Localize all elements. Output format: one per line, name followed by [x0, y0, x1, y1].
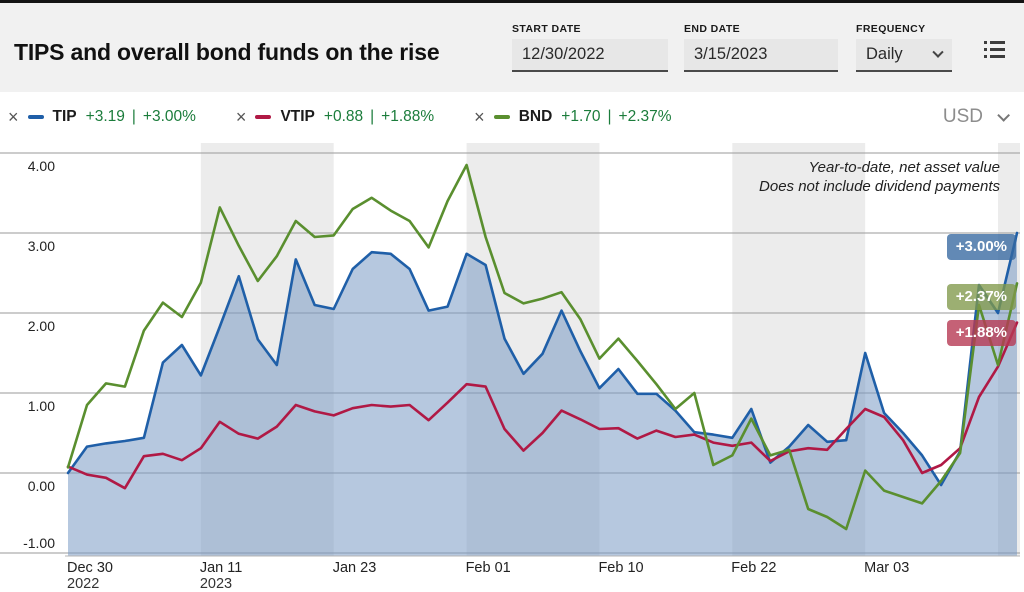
end-date-label: END DATE [684, 23, 741, 35]
end-date-group: END DATE [684, 23, 838, 72]
legend-bar: × TIP +3.19 | +3.00% × VTIP +0.88 | +1.8… [0, 92, 1024, 142]
change-value: +1.70 [561, 108, 601, 125]
pct-value: +3.00% [142, 108, 196, 125]
separator: | [607, 108, 612, 125]
x-tick-label: Dec 30 2022 [67, 560, 113, 592]
x-tick-label: Jan 11 2023 [199, 560, 243, 592]
tip-swatch-icon [27, 114, 44, 120]
header: TIPS and overall bond funds on the rise … [0, 0, 1024, 92]
separator: | [131, 108, 136, 125]
y-tick-label: 2.00 [27, 318, 55, 334]
x-tick-label: Jan 23 [332, 560, 377, 576]
end-date-input[interactable] [684, 39, 838, 72]
ticker-label[interactable]: BND [518, 108, 553, 125]
y-tick-label: 0.00 [27, 478, 55, 494]
remove-series-icon[interactable]: × [235, 107, 247, 127]
x-tick-label: Mar 03 [864, 560, 910, 576]
y-tick-label: -1.00 [23, 535, 55, 551]
start-date-input[interactable] [512, 39, 668, 72]
remove-series-icon[interactable]: × [8, 107, 19, 127]
chart-options-list-icon[interactable] [984, 41, 1008, 63]
remove-series-icon[interactable]: × [474, 107, 485, 127]
legend-item-tip: × TIP +3.19 | +3.00% [8, 108, 196, 126]
page-title: TIPS and overall bond funds on the rise [14, 39, 440, 65]
start-date-group: START DATE [512, 23, 668, 72]
frequency-select[interactable]: Daily [856, 39, 952, 72]
change-value: +0.88 [323, 108, 364, 125]
bnd-return-badge: +2.37% [946, 284, 1016, 310]
frequency-group: FREQUENCY Daily [856, 23, 952, 72]
vtip-swatch-icon [255, 114, 272, 120]
start-date-label: START DATE [512, 23, 581, 35]
pct-value: +2.37% [618, 108, 672, 125]
bnd-swatch-icon [493, 114, 510, 120]
ticker-label[interactable]: VTIP [280, 108, 315, 125]
frequency-value: Daily [866, 45, 903, 63]
currency-select[interactable]: USD [942, 106, 1010, 128]
y-tick-label: 1.00 [27, 398, 55, 414]
currency-value: USD [942, 106, 983, 127]
frequency-label: FREQUENCY [856, 23, 926, 35]
pct-value: +1.88% [381, 108, 435, 125]
change-value: +3.19 [85, 108, 125, 125]
vtip-return-badge: +1.88% [946, 320, 1016, 347]
ticker-label[interactable]: TIP [52, 108, 77, 125]
y-tick-label: 3.00 [27, 238, 55, 254]
legend-item-bnd: × BND +1.70 | +2.37% [474, 108, 671, 126]
legend-item-vtip: × VTIP +0.88 | +1.88% [236, 108, 434, 126]
tip-return-badge: +3.00% [946, 234, 1016, 261]
x-tick-label: Feb 10 [598, 560, 644, 576]
x-tick-label: Feb 01 [465, 560, 511, 576]
separator: | [370, 108, 375, 125]
chevron-down-icon [997, 108, 1010, 122]
y-tick-label: 4.00 [27, 158, 55, 174]
chevron-down-icon [932, 46, 944, 58]
x-tick-label: Feb 22 [731, 560, 777, 576]
chart-annotation: Year-to-date, net asset value Does not i… [759, 159, 1000, 195]
